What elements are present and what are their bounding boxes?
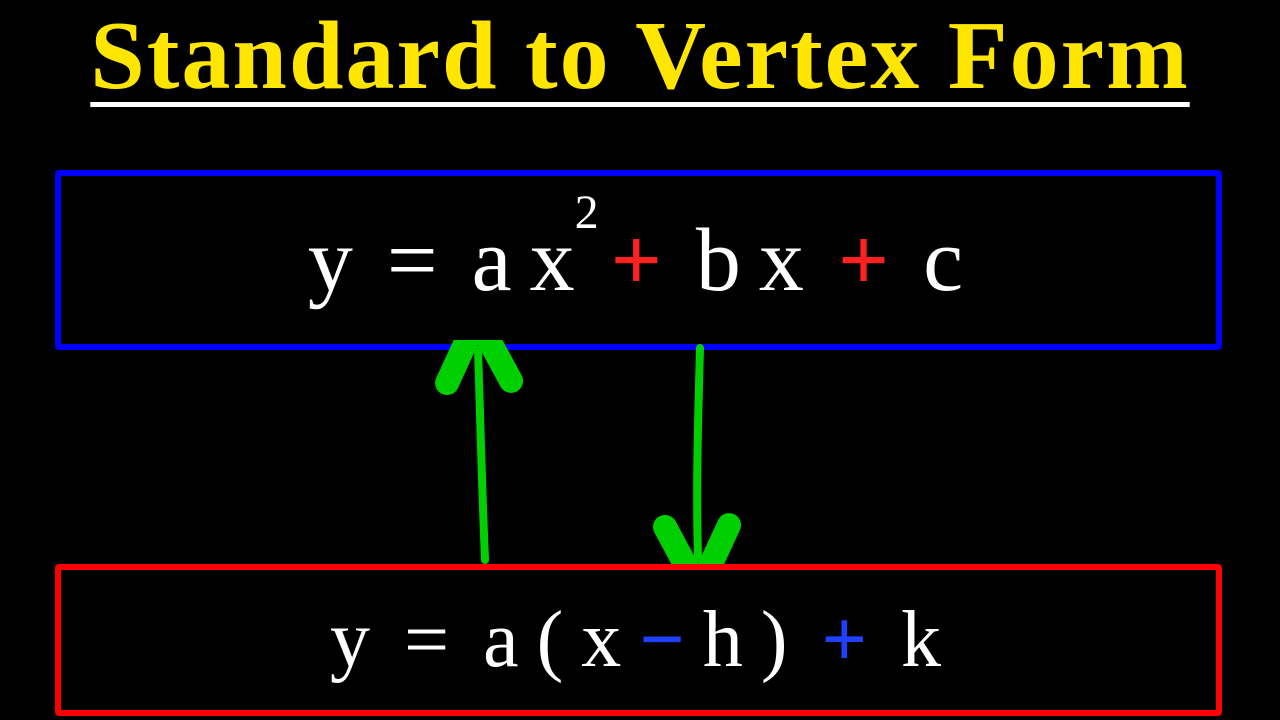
vf-x: x	[581, 595, 627, 686]
sf-c: c	[923, 209, 969, 312]
conversion-arrows	[400, 340, 820, 565]
vf-h: h	[703, 595, 749, 686]
arrow-down-icon	[697, 348, 700, 558]
sf-y: y	[308, 209, 359, 312]
vertex-form-box: y = a ( x − h ) + k	[55, 564, 1222, 716]
vertex-form-equation: y = a ( x − h ) + k	[61, 570, 1216, 710]
sf-exp: 2	[575, 185, 605, 240]
vf-rp: )	[761, 595, 794, 686]
sf-a: a	[472, 209, 518, 312]
vf-minus: −	[639, 595, 691, 686]
sf-b: b	[696, 209, 747, 312]
sf-x2: x	[759, 209, 810, 312]
arrow-up-icon	[478, 350, 485, 560]
vf-plus: +	[821, 595, 873, 686]
standard-form-equation: y = a x 2 + b x + c	[61, 176, 1216, 344]
page-title: Standard to Vertex Form	[0, 0, 1280, 112]
vf-lp: (	[537, 595, 570, 686]
vf-a: a	[483, 595, 525, 686]
vf-eq: =	[404, 595, 455, 686]
vf-y: y	[330, 595, 376, 686]
sf-x: x	[530, 209, 581, 312]
vf-k: k	[901, 595, 947, 686]
sf-plus1: +	[611, 209, 668, 312]
standard-form-box: y = a x 2 + b x + c	[55, 170, 1222, 350]
sf-eq: =	[387, 209, 444, 312]
sf-plus2: +	[838, 209, 895, 312]
